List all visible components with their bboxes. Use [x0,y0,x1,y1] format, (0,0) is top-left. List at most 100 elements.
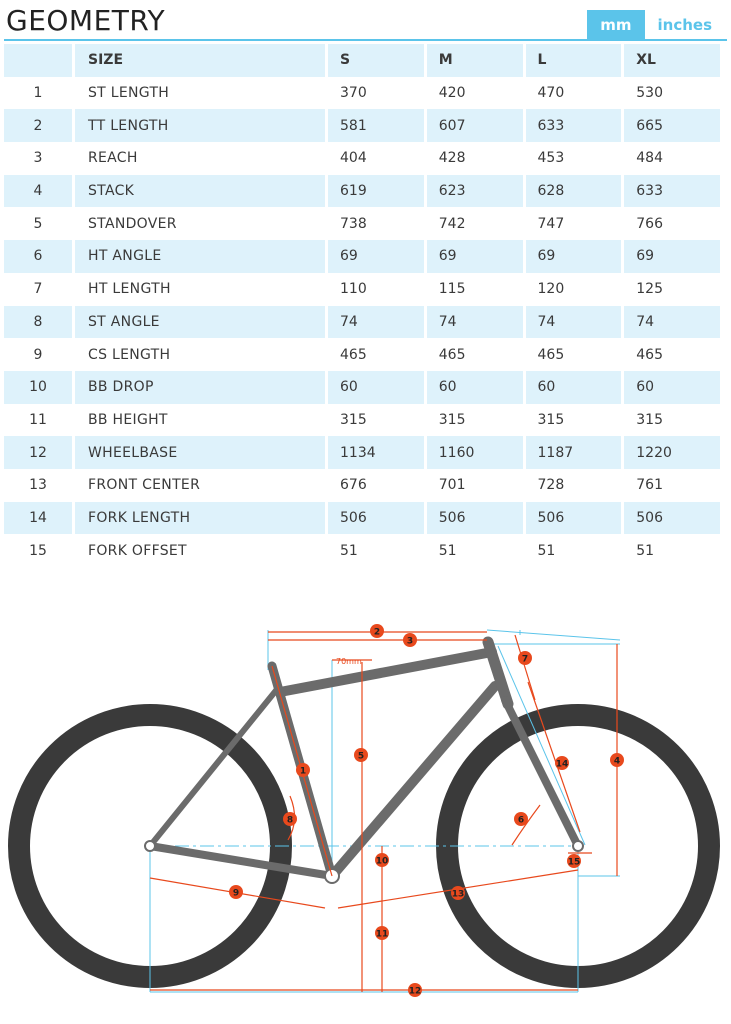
marker-12: 12 [408,983,422,997]
table-row: 8 ST ANGLE 74 74 74 74 [4,305,720,339]
svg-text:8: 8 [287,816,293,826]
svg-text:3: 3 [407,637,413,647]
table-row: 15 FORK OFFSET 51 51 51 51 [4,534,720,567]
cell-xl: 60 [624,370,720,404]
svg-text:9: 9 [233,889,239,899]
cell-l: 60 [525,370,622,404]
cell-xl: 69 [624,240,720,273]
cell-index: 5 [4,207,72,241]
cell-l: 465 [525,338,622,371]
marker-7: 7 [518,651,532,665]
cell-name: STACK [75,174,325,208]
cell-s: 60 [328,370,424,404]
cell-m: 60 [426,370,523,404]
cell-s: 676 [328,468,424,502]
marker-14: 14 [555,756,569,770]
cell-xl: 315 [624,403,720,437]
cell-s: 581 [328,109,424,143]
svg-text:2: 2 [374,628,380,638]
cell-xl: 1220 [624,436,720,469]
cell-l: 633 [525,109,622,143]
cell-xl: 125 [624,272,720,306]
cell-index: 8 [4,305,72,339]
cell-name: CS LENGTH [75,338,325,371]
cell-xl: 633 [624,174,720,208]
cell-name: BB HEIGHT [75,403,325,437]
svg-text:12: 12 [409,987,422,997]
header-index [4,44,72,77]
unit-inches-button[interactable]: inches [644,10,725,40]
cell-s: 465 [328,338,424,371]
table-row: 5 STANDOVER 738 742 747 766 [4,207,720,241]
cell-xl: 530 [624,76,720,110]
cell-l: 74 [525,305,622,339]
cell-name: REACH [75,142,325,175]
cell-index: 3 [4,142,72,175]
header-m: M [426,44,523,77]
cell-m: 115 [426,272,523,306]
header-l: L [525,44,622,77]
marker-3: 3 [403,633,417,647]
marker-8: 8 [283,812,297,826]
cell-name: FORK LENGTH [75,501,325,535]
table-row: 2 TT LENGTH 581 607 633 665 [4,109,720,143]
top-tube [275,647,497,697]
note-70mm: 70mm [336,657,362,666]
cell-xl: 465 [624,338,720,371]
cell-s: 404 [328,142,424,175]
svg-text:11: 11 [376,930,389,940]
cell-xl: 761 [624,468,720,502]
cell-xl: 506 [624,501,720,535]
table-row: 13 FRONT CENTER 676 701 728 761 [4,468,720,502]
cell-xl: 51 [624,534,720,567]
marker-9: 9 [229,885,243,899]
cell-s: 315 [328,403,424,437]
cell-s: 51 [328,534,424,567]
page-title: GEOMETRY [6,4,166,37]
cell-l: 1187 [525,436,622,469]
down-tube [327,681,500,881]
unit-toggle: mm inches [587,10,725,40]
cell-l: 120 [525,272,622,306]
cell-m: 315 [426,403,523,437]
fork [501,696,582,850]
cell-name: STANDOVER [75,207,325,241]
cell-m: 428 [426,142,523,175]
cell-index: 15 [4,534,72,567]
marker-11: 11 [375,926,389,940]
header-s: S [328,44,424,77]
table-row: 4 STACK 619 623 628 633 [4,174,720,208]
marker-2: 2 [370,624,384,638]
table-row: 14 FORK LENGTH 506 506 506 506 [4,501,720,535]
unit-mm-button[interactable]: mm [587,10,645,40]
bike-geometry-diagram: 70mm 2 3 7 1 5 4 14 8 6 10 15 9 13 11 12 [8,624,720,997]
cell-s: 370 [328,76,424,110]
table-row: 3 REACH 404 428 453 484 [4,142,720,175]
cell-l: 506 [525,501,622,535]
header-size: SIZE [75,44,325,77]
table-row: 9 CS LENGTH 465 465 465 465 [4,338,720,371]
header-xl: XL [624,44,720,77]
cell-name: TT LENGTH [75,109,325,143]
cell-index: 9 [4,338,72,371]
cell-index: 13 [4,468,72,502]
cell-name: HT LENGTH [75,272,325,306]
cell-s: 1134 [328,436,424,469]
head-tube [482,636,514,710]
cell-m: 420 [426,76,523,110]
table-row: 11 BB HEIGHT 315 315 315 315 [4,403,720,437]
marker-4: 4 [610,753,624,767]
rear-axle [144,840,156,852]
table-row: 1 ST LENGTH 370 420 470 530 [4,76,720,110]
markers: 2 3 7 1 5 4 14 8 6 10 15 9 13 11 12 [229,624,624,997]
cell-m: 607 [426,109,523,143]
marker-13: 13 [451,886,465,900]
cell-index: 7 [4,272,72,306]
cell-name: WHEELBASE [75,436,325,469]
cell-name: ST LENGTH [75,76,325,110]
cell-m: 623 [426,174,523,208]
marker-15: 15 [567,854,581,868]
cell-name: ST ANGLE [75,305,325,339]
marker-5: 5 [354,748,368,762]
svg-text:13: 13 [452,890,465,900]
